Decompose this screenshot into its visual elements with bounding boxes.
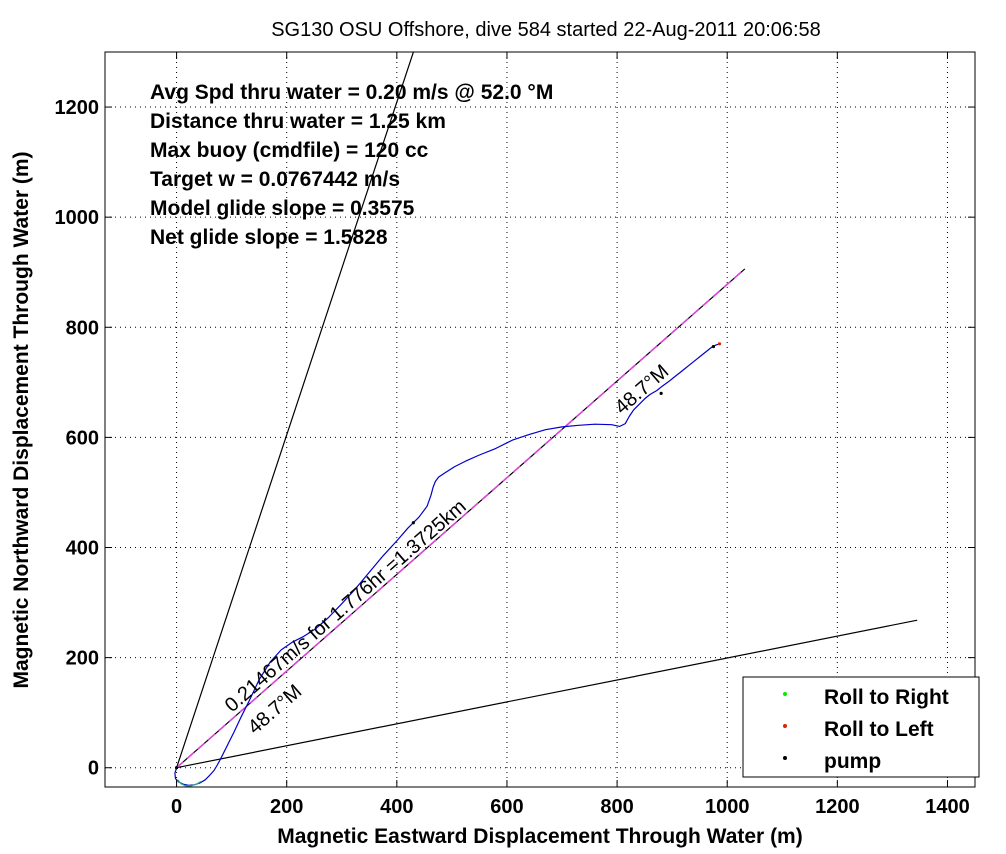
plot-series (174, 52, 918, 787)
y-axis-label: Magnetic Northward Displacement Through … (10, 151, 33, 688)
x-tick-label: 800 (600, 796, 633, 818)
legend-marker-roll-right (783, 692, 787, 696)
y-tick-label: 1200 (55, 97, 100, 119)
stat-max-buoy: Max buoy (cmdfile) = 120 cc (150, 139, 429, 162)
axis-ticks: 0 200 400 600 800 1000 1200 1400 0 200 400 600 800 10… (55, 52, 975, 818)
y-tick-label: 600 (66, 427, 99, 449)
chart-title: SG130 OSU Offshore, dive 584 started 22-… (271, 19, 821, 41)
stat-distance: Distance thru water = 1.25 km (150, 110, 446, 133)
stat-target-w: Target w = 0.0767442 m/s (150, 168, 400, 191)
stat-model-glide: Model glide slope = 0.3575 (150, 197, 415, 220)
y-tick-label: 800 (66, 317, 99, 339)
y-tick-label: 400 (66, 538, 99, 560)
legend: Roll to Right Roll to Left pump (742, 676, 980, 778)
series-line-4 (174, 343, 720, 786)
stat-net-glide: Net glide slope = 1.5828 (150, 226, 388, 249)
legend-label-roll-left: Roll to Left (824, 718, 934, 741)
y-tick-label: 200 (66, 648, 99, 670)
x-tick-label: 1000 (705, 796, 750, 818)
series-line-0 (176, 52, 414, 768)
x-tick-label: 600 (490, 796, 523, 818)
y-tick-label: 0 (88, 758, 99, 780)
x-tick-label: 400 (380, 796, 413, 818)
legend-box (742, 676, 980, 778)
series-point-6 (411, 521, 415, 525)
x-tick-label: 0 (171, 796, 182, 818)
series-line-3 (176, 268, 746, 769)
series-line-5 (177, 779, 202, 787)
series-point-6 (174, 766, 179, 770)
stat-avg-speed: Avg Spd thru water = 0.20 m/s @ 52.0 °M (150, 81, 553, 104)
x-tick-label: 1200 (815, 796, 860, 818)
legend-label-pump: pump (824, 750, 881, 773)
stats-block: Avg Spd thru water = 0.20 m/s @ 52.0 °M … (150, 81, 553, 249)
x-tick-label: 1400 (925, 796, 970, 818)
x-axis-label: Magnetic Eastward Displacement Through W… (277, 825, 802, 848)
series-point-6 (711, 344, 716, 349)
x-tick-label: 200 (270, 796, 303, 818)
series-point-7 (717, 342, 722, 346)
legend-label-roll-right: Roll to Right (824, 686, 949, 709)
plot-frame (104, 51, 976, 788)
legend-marker-roll-left (783, 724, 787, 728)
series-line-1 (176, 619, 918, 769)
legend-marker-pump (783, 756, 787, 760)
series-point-6 (659, 391, 663, 395)
y-tick-label: 1000 (55, 207, 100, 229)
